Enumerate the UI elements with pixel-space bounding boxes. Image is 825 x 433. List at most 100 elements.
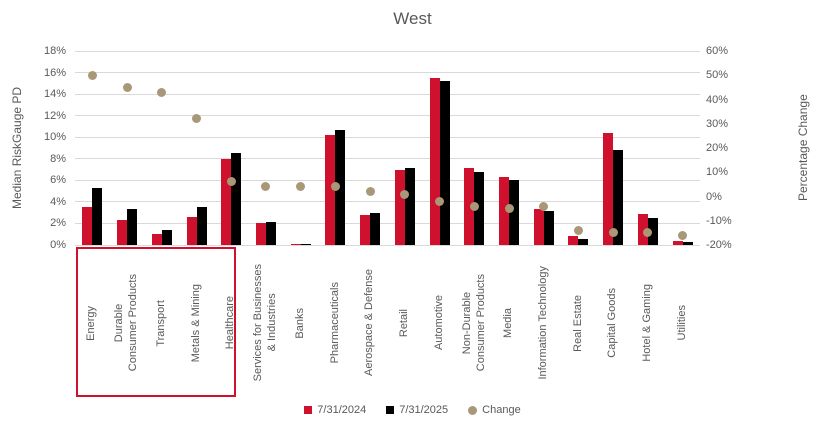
left-axis-tick: 2% (50, 217, 66, 230)
category-label-text: Media (502, 308, 515, 338)
change-dot (87, 70, 97, 80)
bar-7-31-2024 (394, 169, 405, 245)
bar-7-31-2024 (603, 132, 614, 245)
change-dot (469, 201, 479, 211)
gridline (75, 115, 700, 117)
category-label-text: Capital Goods (606, 288, 619, 358)
category-label-text: Information Technology (536, 266, 549, 380)
category-label: Services for Businesses & Industries (249, 249, 284, 397)
legend-item: 7/31/2024 (304, 404, 366, 416)
right-axis-tick: 20% (706, 142, 729, 154)
change-dot (296, 182, 306, 192)
change-dot (192, 114, 202, 124)
bar-7-31-2025 (265, 222, 276, 245)
category-label: Real Estate (561, 249, 596, 397)
bar-7-31-2025 (578, 238, 589, 245)
change-dot (122, 82, 132, 92)
change-dot (226, 177, 236, 187)
category-label: Aerospace & Defense (353, 249, 388, 397)
bar-7-31-2025 (231, 153, 242, 245)
gridline (75, 222, 700, 224)
category-label-text: Aerospace & Defense (363, 269, 376, 377)
change-dot (678, 230, 688, 240)
left-axis-tick: 4% (50, 195, 66, 208)
category-label: Media (492, 249, 527, 397)
change-dot (330, 182, 340, 192)
category-label: Automotive (422, 249, 457, 397)
legend-marker-square (304, 406, 313, 414)
gridline (75, 93, 700, 95)
right-axis-tick: -20% (706, 239, 732, 251)
category-label-text: Banks (293, 307, 306, 339)
bar-7-31-2025 (370, 212, 381, 245)
bar-7-31-2024 (255, 223, 266, 245)
legend-marker-square (386, 406, 395, 414)
highlight-rectangle (76, 247, 236, 397)
bar-7-31-2025 (613, 150, 624, 245)
left-axis-tick: 12% (43, 109, 66, 122)
bar-7-31-2024 (290, 243, 301, 245)
bar-7-31-2025 (682, 242, 693, 245)
category-label-text: Services for Businesses & Industries (252, 264, 278, 382)
bar-7-31-2024 (533, 209, 544, 245)
chart-title: West (393, 9, 432, 28)
bar-7-31-2024 (221, 158, 232, 245)
category-label-text: Hotel & Gaming (641, 284, 654, 362)
right-axis-title: Percentage Change (796, 94, 810, 202)
category-label: Banks (283, 249, 318, 397)
right-axis-tick: 0% (706, 190, 722, 203)
bar-7-31-2024 (499, 177, 510, 245)
category-label: Capital Goods (596, 249, 631, 397)
left-axis-tick: 14% (43, 88, 66, 101)
gridline (75, 50, 700, 52)
right-axis-tick: 10% (706, 166, 729, 179)
bar-7-31-2025 (474, 171, 485, 245)
legend-label: 7/31/2025 (399, 404, 449, 416)
legend-item: Change (468, 404, 521, 416)
bar-7-31-2024 (637, 213, 648, 245)
bar-7-31-2024 (82, 207, 93, 245)
bar-7-31-2025 (647, 218, 658, 245)
bar-7-31-2024 (672, 241, 683, 245)
right-axis-tick: 50% (706, 69, 729, 82)
left-axis-tick: 8% (50, 152, 66, 165)
change-dot (608, 228, 618, 238)
category-label-text: Pharmaceuticals (328, 282, 341, 364)
category-label: Utilities (665, 249, 700, 397)
gridline (75, 201, 700, 203)
left-axis-title: Median RiskGauge PD (10, 86, 24, 210)
left-axis-tick: 18% (43, 45, 66, 57)
legend-label: 7/31/2024 (317, 404, 367, 416)
category-label-text: Utilities (675, 305, 688, 341)
category-label: Retail (388, 249, 423, 397)
bar-7-31-2024 (360, 214, 371, 245)
left-axis-tick: 16% (43, 66, 66, 79)
bar-7-31-2024 (186, 216, 197, 245)
bar-7-31-2024 (325, 135, 336, 245)
plot-area (75, 50, 700, 246)
legend-marker-circle (468, 405, 478, 415)
gridline (75, 244, 700, 246)
gridline (75, 158, 700, 160)
right-axis-tick: 30% (706, 117, 729, 130)
bar-7-31-2025 (127, 209, 138, 245)
change-dot (573, 225, 583, 235)
bar-7-31-2024 (117, 220, 128, 245)
category-label: Information Technology (526, 249, 561, 397)
category-label-text: Retail (397, 308, 410, 338)
right-axis-tick: 60% (706, 45, 729, 57)
bar-7-31-2025 (509, 180, 520, 245)
bar-7-31-2025 (543, 210, 554, 245)
change-dot (261, 182, 271, 192)
change-dot (504, 204, 514, 214)
legend-label: Change (482, 404, 521, 416)
category-label-text: Automotive (432, 295, 445, 351)
bar-7-31-2025 (335, 129, 346, 245)
legend: 7/31/2024 7/31/2025 Change (0, 404, 825, 416)
change-dot (365, 187, 375, 197)
change-dot (157, 87, 167, 97)
bar-7-31-2025 (439, 81, 450, 245)
change-dot (400, 189, 410, 199)
category-label-text: Real Estate (571, 294, 584, 352)
category-label: Pharmaceuticals (318, 249, 353, 397)
